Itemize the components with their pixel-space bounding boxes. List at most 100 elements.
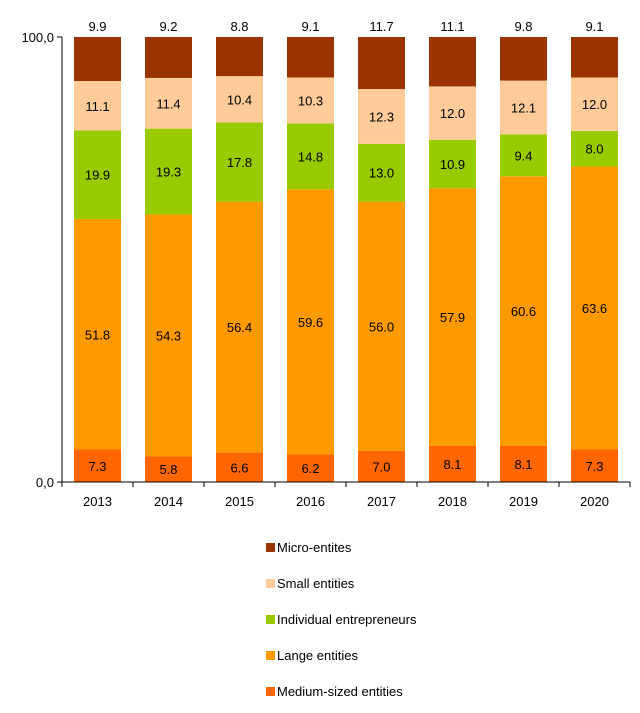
legend-swatch xyxy=(266,615,275,624)
bar-segment-2016-2 xyxy=(287,123,334,190)
bar-segment-2020-2 xyxy=(571,130,618,167)
data-label-2020-0: 7.3 xyxy=(585,459,603,474)
data-label-2014-2: 19.3 xyxy=(156,165,181,180)
bar-segment-2018-3 xyxy=(429,86,476,140)
data-label-2016-3: 10.3 xyxy=(298,93,323,108)
data-label-2014-0: 5.8 xyxy=(159,462,177,477)
bar-segment-2020-0 xyxy=(571,449,618,482)
data-label-2016-2: 14.8 xyxy=(298,149,323,164)
x-tick-label: 2017 xyxy=(367,494,396,509)
data-label-2017-1: 56.0 xyxy=(369,319,394,334)
bar-segment-2018-4 xyxy=(429,37,476,87)
bar-segment-2013-0 xyxy=(74,449,121,482)
bars-group xyxy=(74,37,618,482)
bar-segment-2018-1 xyxy=(429,188,476,446)
data-label-2015-4: 8.8 xyxy=(230,19,248,34)
bar-segment-2017-2 xyxy=(358,143,405,202)
data-label-2014-4: 9.2 xyxy=(159,19,177,34)
bar-segment-2019-4 xyxy=(500,37,547,81)
bar-segment-2014-0 xyxy=(145,456,192,482)
data-label-2013-1: 51.8 xyxy=(85,327,110,342)
data-label-2018-2: 10.9 xyxy=(440,157,465,172)
data-label-2017-4: 11.7 xyxy=(369,19,393,34)
bar-segment-2018-0 xyxy=(429,445,476,482)
data-label-2020-3: 12.0 xyxy=(582,97,607,112)
data-label-2019-1: 60.6 xyxy=(511,304,536,319)
data-label-2019-3: 12.1 xyxy=(511,101,536,116)
data-label-2020-4: 9.1 xyxy=(585,19,603,34)
bar-segment-2017-4 xyxy=(358,37,405,90)
x-tick-label: 2015 xyxy=(225,494,254,509)
data-label-2017-3: 12.3 xyxy=(369,109,394,124)
legend-label: Individual entrepreneurs xyxy=(277,612,417,627)
bar-segment-2015-2 xyxy=(216,122,263,202)
data-label-2013-0: 7.3 xyxy=(88,459,106,474)
bar-segment-2016-1 xyxy=(287,189,334,455)
bar-segment-2016-4 xyxy=(287,37,334,78)
data-label-2016-4: 9.1 xyxy=(301,19,319,34)
legend-swatch xyxy=(266,687,275,696)
bar-segment-2014-3 xyxy=(145,77,192,129)
data-labels-group: 7.3 51.8 19.9 11.1 9.9 5.8 54.3 19.3 11.4 9.2 6.6 5… xyxy=(85,19,607,477)
data-label-2013-2: 19.9 xyxy=(85,168,110,183)
data-label-2018-1: 57.9 xyxy=(440,310,465,325)
bar-segment-2014-1 xyxy=(145,214,192,457)
bar-segment-2020-1 xyxy=(571,166,618,450)
bar-segment-2013-4 xyxy=(74,37,121,82)
bar-segment-2013-2 xyxy=(74,130,121,220)
bar-segment-2017-3 xyxy=(358,89,405,144)
y-tick-label: 0,0 xyxy=(36,475,54,490)
data-label-2018-4: 11.1 xyxy=(440,19,464,34)
bar-segment-2019-1 xyxy=(500,176,547,446)
legend-label: Micro-entites xyxy=(277,540,352,555)
data-label-2014-1: 54.3 xyxy=(156,328,181,343)
bar-segment-2017-1 xyxy=(358,201,405,451)
bar-segment-2016-0 xyxy=(287,454,334,482)
bar-segment-2020-3 xyxy=(571,77,618,131)
data-label-2013-4: 9.9 xyxy=(88,19,106,34)
data-label-2015-3: 10.4 xyxy=(227,92,252,107)
bar-segment-2016-3 xyxy=(287,77,334,124)
data-label-2015-1: 56.4 xyxy=(227,320,252,335)
legend-label: Medium-sized entities xyxy=(277,684,403,699)
bar-segment-2019-3 xyxy=(500,80,547,135)
bar-segment-2015-0 xyxy=(216,452,263,482)
bar-segment-2018-2 xyxy=(429,139,476,189)
bar-segment-2020-4 xyxy=(571,37,618,78)
x-tick-label: 2020 xyxy=(580,494,609,509)
y-tick-label: 100,0 xyxy=(21,30,54,45)
legend: Micro-entites Small entities Individual en… xyxy=(266,540,417,699)
axes-group: 0,0 100,0 2013 2014 2015 2016 2017 2018 2019 2020 xyxy=(21,30,631,509)
data-label-2017-0: 7.0 xyxy=(372,459,390,474)
bar-segment-2013-1 xyxy=(74,219,121,450)
bar-segment-2013-3 xyxy=(74,81,121,131)
data-label-2019-4: 9.8 xyxy=(514,19,532,34)
data-label-2019-2: 9.4 xyxy=(514,148,532,163)
data-label-2019-0: 8.1 xyxy=(514,457,532,472)
data-label-2013-3: 11.1 xyxy=(85,99,109,114)
data-label-2016-1: 59.6 xyxy=(298,315,323,330)
legend-swatch xyxy=(266,579,275,588)
bar-segment-2015-3 xyxy=(216,76,263,123)
legend-label: Small entities xyxy=(277,576,355,591)
data-label-2015-0: 6.6 xyxy=(230,460,248,475)
x-tick-label: 2016 xyxy=(296,494,325,509)
legend-label: Lange entities xyxy=(277,648,358,663)
bar-segment-2019-2 xyxy=(500,134,547,177)
bar-segment-2015-1 xyxy=(216,201,263,453)
data-label-2016-0: 6.2 xyxy=(301,461,319,476)
data-label-2015-2: 17.8 xyxy=(227,155,252,170)
bar-segment-2015-4 xyxy=(216,37,263,77)
data-label-2020-1: 63.6 xyxy=(582,301,607,316)
data-label-2018-0: 8.1 xyxy=(443,457,461,472)
x-tick-label: 2014 xyxy=(154,494,183,509)
bar-segment-2014-4 xyxy=(145,37,192,78)
legend-swatch xyxy=(266,651,275,660)
x-tick-label: 2019 xyxy=(509,494,538,509)
x-tick-label: 2013 xyxy=(83,494,112,509)
bar-segment-2014-2 xyxy=(145,128,192,215)
data-label-2014-3: 11.4 xyxy=(156,96,180,111)
data-label-2017-2: 13.0 xyxy=(369,166,394,181)
data-label-2020-2: 8.0 xyxy=(585,142,603,157)
